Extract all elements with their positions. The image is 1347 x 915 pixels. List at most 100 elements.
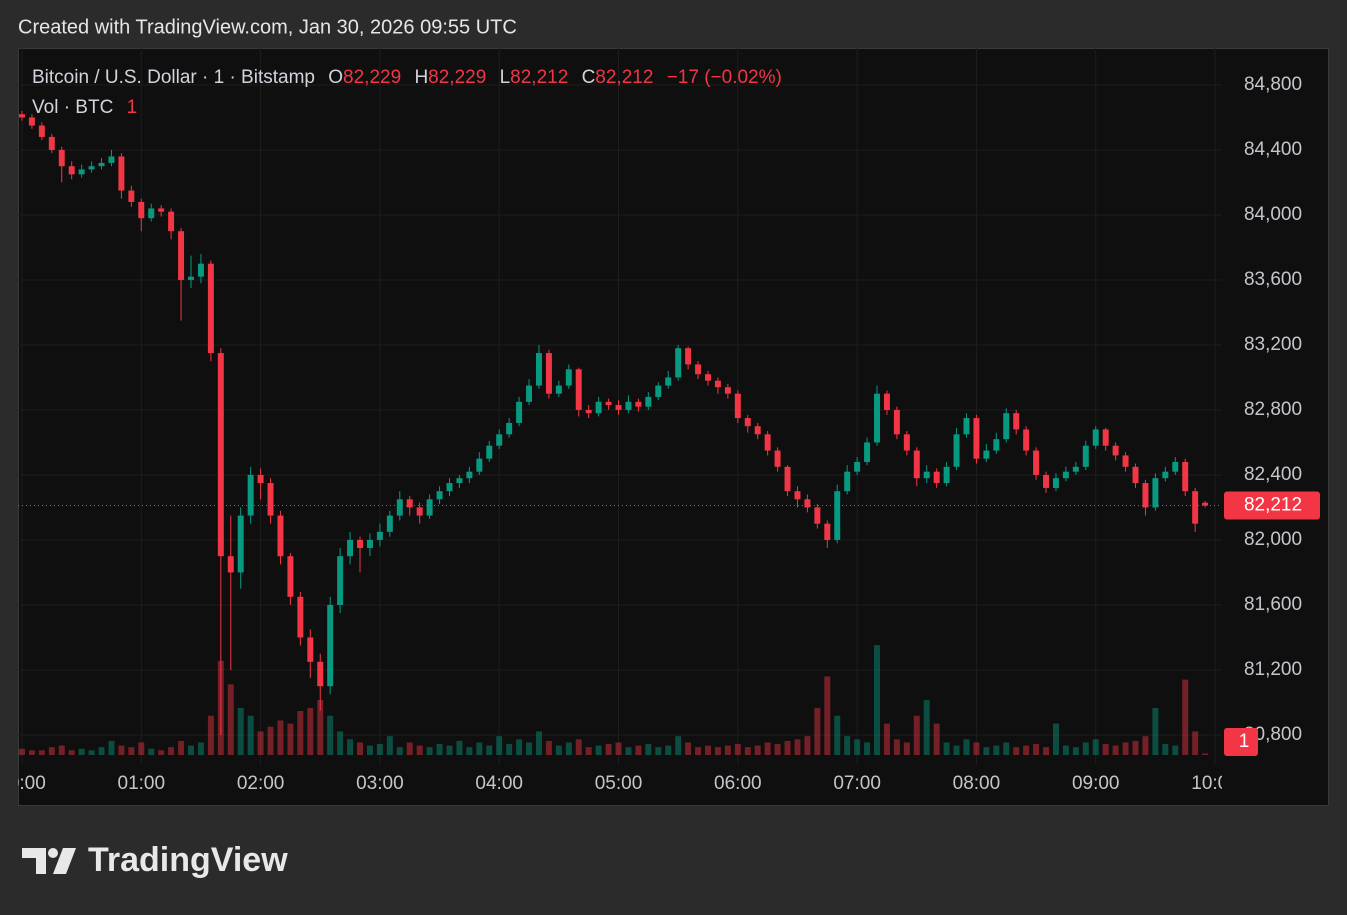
candle-body [277, 515, 284, 557]
candle-body [158, 208, 165, 212]
legend: Bitcoin / U.S. Dollar · 1 · Bitstamp O 82… [32, 67, 782, 88]
candle-body [744, 418, 751, 427]
candle-body [18, 114, 25, 118]
legend-value: 82,212 [595, 67, 653, 88]
volume-badge [1224, 728, 1258, 756]
candle-body [426, 499, 433, 516]
volume-bar [794, 739, 801, 755]
candle-body [386, 515, 393, 532]
volume-bar [188, 745, 194, 755]
volume-legend: Vol · BTC 1 [32, 97, 137, 118]
y-tick-label: 82,400 [1244, 464, 1302, 485]
volume-bar [585, 747, 592, 755]
volume-bar [108, 740, 115, 755]
candle-body [893, 409, 900, 435]
candle-body [844, 471, 851, 492]
candle-body [317, 661, 324, 687]
candle-body [486, 445, 493, 459]
x-tick-label: 08:00 [953, 773, 1001, 794]
volume-bar [535, 731, 542, 755]
volume-bar [774, 744, 781, 755]
volume-bar [297, 711, 304, 755]
candle-body [685, 348, 692, 365]
candle-body [1043, 474, 1050, 488]
candle-body [545, 353, 552, 394]
candle-body [854, 461, 861, 472]
candle-body [108, 156, 115, 163]
x-tick-label: 06:00 [714, 773, 762, 794]
candle-body [376, 531, 383, 540]
candle-body [446, 483, 453, 492]
volume-bar [168, 747, 175, 755]
candle-body [883, 393, 890, 410]
candle-body [953, 434, 960, 467]
price-pane [18, 110, 1222, 735]
x-tick-label: 01:00 [118, 773, 166, 794]
attribution: Created with TradingView.com, Jan 30, 20… [18, 16, 517, 38]
volume-bar [197, 742, 204, 755]
volume-bar [158, 750, 165, 755]
legend-symbol: Bitcoin / U.S. Dollar · 1 · Bitstamp [32, 67, 315, 88]
volume-bar [366, 745, 373, 755]
legend-key: L [500, 67, 511, 88]
volume-bar [625, 747, 632, 755]
candle-body [655, 385, 662, 397]
x-tick-label: 07:00 [833, 773, 881, 794]
candle-body [347, 539, 354, 557]
volume-bar [565, 742, 572, 755]
volume-bar [178, 740, 185, 755]
candle-body [178, 231, 185, 280]
volume-bar [943, 742, 950, 755]
volume-bar [963, 739, 970, 755]
volume-bar [575, 739, 582, 755]
y-tick-label: 83,200 [1244, 334, 1302, 355]
candle-body [307, 637, 314, 662]
volume-bar [68, 750, 75, 755]
candle-body [168, 211, 175, 232]
candle-body [1142, 483, 1149, 508]
candle-body [1062, 471, 1069, 479]
candle-body [88, 166, 95, 170]
legend-key: H [414, 67, 428, 88]
volume-bar [1192, 731, 1199, 755]
x-tick-label: 02:00 [237, 773, 285, 794]
volume-bar [287, 723, 294, 755]
candle-body [1172, 461, 1179, 472]
y-tick-label: 82,800 [1244, 399, 1302, 420]
candle-body [1192, 491, 1199, 524]
volume-bar [844, 736, 851, 755]
candle-body [1112, 445, 1119, 456]
volume-bar [526, 742, 533, 755]
candle-body [993, 439, 1000, 451]
candle-body [456, 478, 463, 484]
volume-bar [466, 747, 473, 755]
candle-body [496, 434, 503, 446]
volume-bar [1052, 723, 1059, 755]
y-tick-label: 84,800 [1244, 74, 1302, 95]
legend-change: −17 (−0.02%) [667, 67, 782, 88]
candle-body [575, 369, 582, 410]
candle-body [1162, 471, 1169, 479]
volume-bar [88, 750, 95, 755]
volume-bar [426, 747, 433, 755]
volume-bar [1023, 745, 1030, 755]
badges: 82,212 1 [1224, 491, 1320, 756]
volume-bar [1072, 747, 1079, 755]
volume-bar [1102, 744, 1109, 755]
volume-bar [764, 742, 771, 755]
volume-bar [396, 747, 403, 755]
volume-bar [78, 748, 85, 755]
volume-bar [277, 720, 284, 755]
legend-key: O [328, 67, 343, 88]
candle-body [217, 353, 224, 557]
chart-panel [18, 48, 1329, 806]
y-tick-label: 84,400 [1244, 139, 1302, 160]
candle-body [1132, 466, 1139, 484]
volume-bar [416, 745, 423, 755]
y-tick-label: 82,000 [1244, 529, 1302, 550]
volume-bar [605, 744, 612, 755]
volume-bar [1202, 753, 1209, 755]
candle-body [943, 466, 950, 484]
candle-body [1052, 478, 1059, 488]
candle-body [864, 442, 871, 462]
